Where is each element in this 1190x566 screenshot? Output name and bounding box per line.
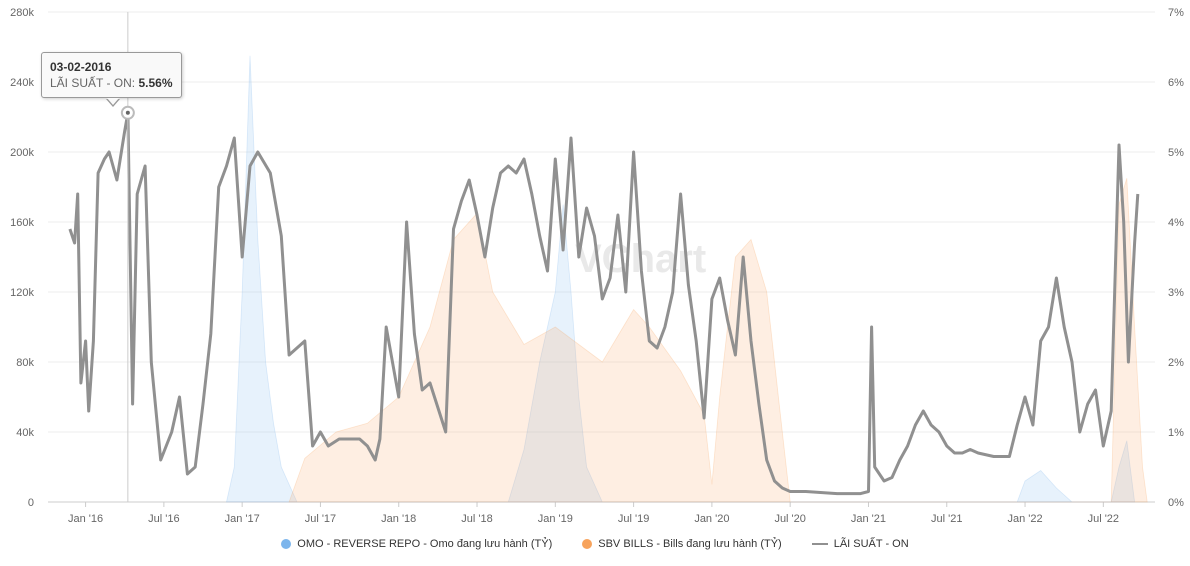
chart-plot[interactable]: 0 40k 80k 120k 160k 200k 240k 280k 0% 1% 2% 3% 4% 5%… <box>0 0 1190 530</box>
x-axis-tick-label: Jan '21 <box>851 513 886 525</box>
legend-item-lai-suat-on[interactable]: LÃI SUẤT - ON <box>811 538 909 550</box>
grid-lines <box>48 11 1155 503</box>
x-axis-tick-label: Jan '18 <box>381 513 416 525</box>
series-line-2 <box>68 111 1140 496</box>
left-y-axis: 0 40k 80k 120k 160k 200k 240k 280k <box>10 7 34 509</box>
left-axis-tick-label: 0 <box>28 497 34 509</box>
tooltip: 03-02-2016 LÃI SUẤT - ON: 5.56% <box>41 52 182 98</box>
x-axis-tick-label: Jan '17 <box>225 513 260 525</box>
x-axis-tick-label: Jul '20 <box>774 513 805 525</box>
legend-sbv-label: SBV BILLS - Bills đang lưu hành (TỶ) <box>598 538 782 550</box>
x-axis-tick-label: Jul '18 <box>461 513 492 525</box>
x-axis-tick-label: Jul '17 <box>305 513 336 525</box>
legend: OMO - REVERSE REPO - Omo đang lưu hành (… <box>0 538 1190 550</box>
legend-item-sbv-bills[interactable]: SBV BILLS - Bills đang lưu hành (TỶ) <box>582 538 782 550</box>
x-axis-tick-label: Jan '19 <box>538 513 573 525</box>
left-axis-tick-label: 200k <box>10 147 34 159</box>
right-axis-tick-label: 6% <box>1168 77 1184 89</box>
tooltip-arrow-inner <box>107 98 119 105</box>
x-axis-tick-label: Jan '16 <box>68 513 103 525</box>
legend-item-omo[interactable]: OMO - REVERSE REPO - Omo đang lưu hành (… <box>281 538 552 550</box>
series-layer <box>68 55 1148 503</box>
left-axis-tick-label: 240k <box>10 77 34 89</box>
right-y-axis: 0% 1% 2% 3% 4% 5% 6% 7% <box>1168 7 1184 509</box>
series-area-0 <box>226 55 1136 503</box>
x-axis-tick-label: Jul '21 <box>931 513 962 525</box>
x-axis-tick-label: Jul '22 <box>1088 513 1119 525</box>
right-axis-tick-label: 5% <box>1168 147 1184 159</box>
legend-line-icon <box>811 543 828 545</box>
left-axis-tick-label: 280k <box>10 7 34 19</box>
tooltip-value: 5.56% <box>138 76 173 90</box>
right-axis-tick-label: 4% <box>1168 217 1184 229</box>
series-area-1 <box>288 178 1148 503</box>
legend-omo-dot-icon <box>281 539 292 549</box>
right-axis-tick-label: 2% <box>1168 357 1184 369</box>
tooltip-date: 03-02-2016 <box>50 60 112 74</box>
tooltip-series-label: LÃI SUẤT - ON <box>50 76 132 90</box>
legend-lai-suat-label: LÃI SUẤT - ON <box>833 538 909 550</box>
legend-sbv-dot-icon <box>582 539 593 549</box>
left-axis-tick-label: 120k <box>10 287 34 299</box>
x-axis-tick-label: Jul '16 <box>148 513 179 525</box>
tooltip-marker-inner <box>125 110 130 115</box>
legend-omo-label: OMO - REVERSE REPO - Omo đang lưu hành (… <box>297 538 553 550</box>
right-axis-tick-label: 3% <box>1168 287 1184 299</box>
x-axis-tick-label: Jul '19 <box>618 513 649 525</box>
left-axis-tick-label: 40k <box>16 427 34 439</box>
left-axis-tick-label: 160k <box>10 217 34 229</box>
x-axis: Jan '16 Jul '16 Jan '17 Jul '17 Jan '18 Jul '… <box>48 501 1155 525</box>
x-axis-tick-label: Jan '20 <box>694 513 729 525</box>
right-axis-tick-label: 7% <box>1168 7 1184 19</box>
left-axis-tick-label: 80k <box>16 357 34 369</box>
right-axis-tick-label: 1% <box>1168 427 1184 439</box>
x-axis-tick-label: Jan '22 <box>1007 513 1042 525</box>
right-axis-tick-label: 0% <box>1168 497 1184 509</box>
